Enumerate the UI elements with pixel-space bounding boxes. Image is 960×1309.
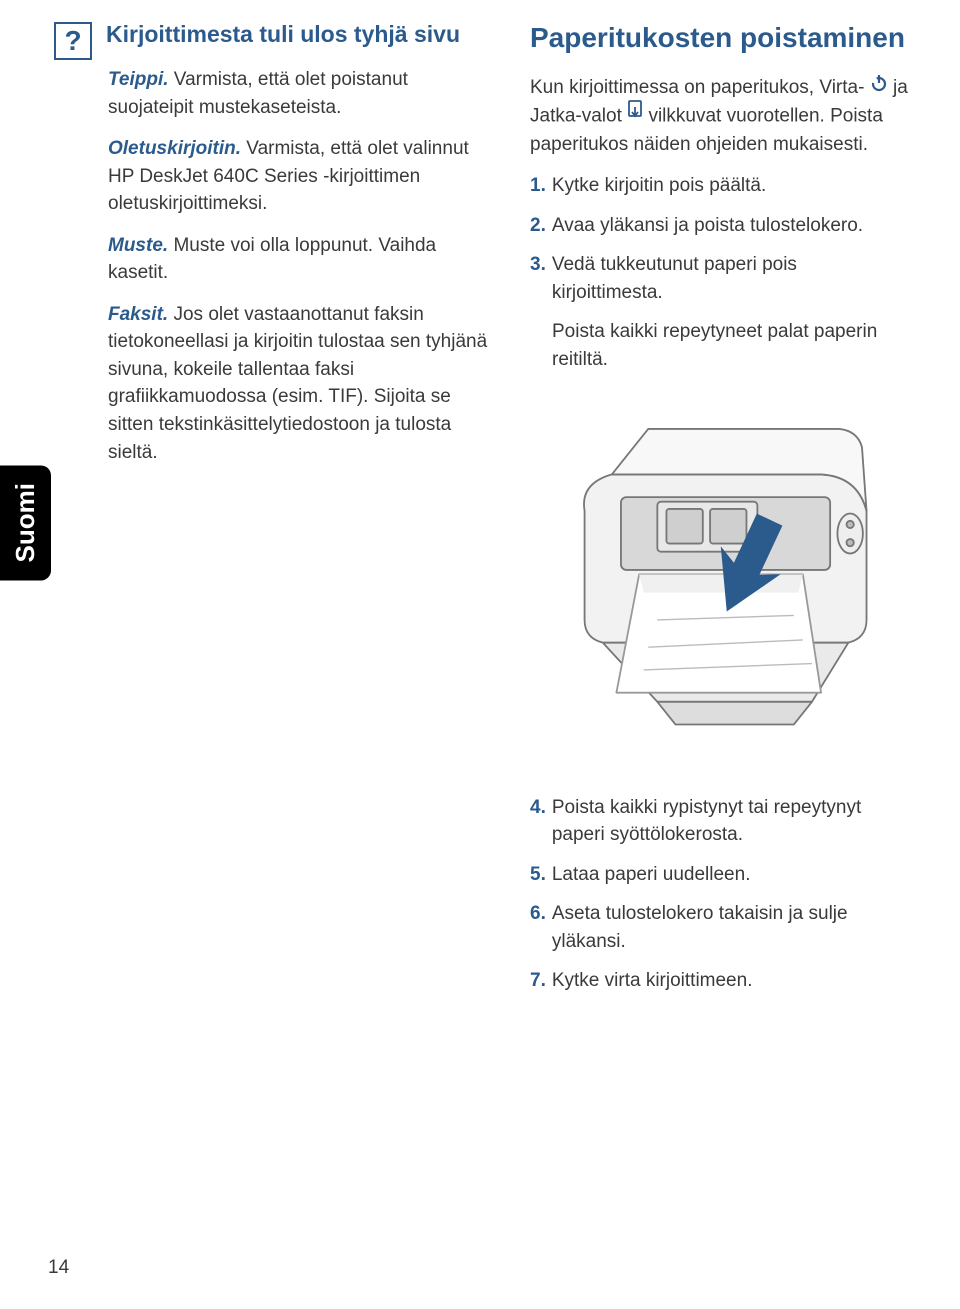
step-number: 6. xyxy=(530,900,546,955)
tip-heading: ? Kirjoittimesta tuli ulos tyhjä sivu xyxy=(108,20,490,58)
intro-text-1: Kun kirjoittimessa on paperitukos, Virta… xyxy=(530,77,870,98)
two-column-layout: ? Kirjoittimesta tuli ulos tyhjä sivu Te… xyxy=(48,20,912,1007)
question-icon: ? xyxy=(54,22,92,60)
resume-icon xyxy=(627,100,643,129)
step-subtext: Poista kaikki repeytyneet palat paperin … xyxy=(530,318,912,373)
term: Teippi. xyxy=(108,69,169,90)
page-number: 14 xyxy=(48,1257,69,1279)
step-text: Aseta tulostelokero takaisin ja sulje yl… xyxy=(552,900,912,955)
printer-illustration xyxy=(530,394,912,764)
step-text: Poista kaikki rypistynyt tai repeytynyt … xyxy=(552,794,912,849)
paragraph: Muste. Muste voi olla loppunut. Vaihda k… xyxy=(108,232,490,287)
step-item: 4. Poista kaikki rypistynyt tai repeytyn… xyxy=(530,794,912,849)
term: Faksit. xyxy=(108,304,168,325)
step-text: Avaa yläkansi ja poista tulostelokero. xyxy=(552,212,912,240)
tip-title: Kirjoittimesta tuli ulos tyhjä sivu xyxy=(106,20,460,50)
term: Oletuskirjoitin. xyxy=(108,138,241,159)
step-text: Vedä tukkeutunut paperi pois kirjoittime… xyxy=(552,251,912,306)
right-column: Paperitukosten poistaminen Kun kirjoitti… xyxy=(530,20,912,1007)
intro-paragraph: Kun kirjoittimessa on paperitukos, Virta… xyxy=(530,74,912,158)
step-text: Lataa paperi uudelleen. xyxy=(552,861,912,889)
section-title: Paperitukosten poistaminen xyxy=(530,20,912,56)
step-item: 1. Kytke kirjoitin pois päältä. xyxy=(530,172,912,200)
step-item: 2. Avaa yläkansi ja poista tulostelokero… xyxy=(530,212,912,240)
paragraph: Oletuskirjoitin. Varmista, että olet val… xyxy=(108,135,490,218)
document-page: Suomi ? Kirjoittimesta tuli ulos tyhjä s… xyxy=(0,0,960,1309)
step-text: Kytke kirjoitin pois päältä. xyxy=(552,172,912,200)
step-text: Poista kaikki repeytyneet palat paperin … xyxy=(552,318,912,373)
step-number: 7. xyxy=(530,967,546,995)
term: Muste. xyxy=(108,235,168,256)
tip-paragraph-block: Teippi. Varmista, että olet poistanut su… xyxy=(108,66,490,466)
step-number: 4. xyxy=(530,794,546,849)
step-number: 1. xyxy=(530,172,546,200)
paragraph: Faksit. Jos olet vastaanottanut faksin t… xyxy=(108,301,490,466)
step-number: 5. xyxy=(530,861,546,889)
step-item: 3. Vedä tukkeutunut paperi pois kirjoitt… xyxy=(530,251,912,306)
step-text: Kytke virta kirjoittimeen. xyxy=(552,967,912,995)
step-number: 3. xyxy=(530,251,546,306)
step-item: 6. Aseta tulostelokero takaisin ja sulje… xyxy=(530,900,912,955)
paragraph-text: Jos olet vastaanottanut faksin tietokone… xyxy=(108,304,487,463)
language-tab: Suomi xyxy=(0,465,51,580)
left-column: ? Kirjoittimesta tuli ulos tyhjä sivu Te… xyxy=(48,20,490,1007)
paragraph: Teippi. Varmista, että olet poistanut su… xyxy=(108,66,490,121)
step-number: 2. xyxy=(530,212,546,240)
step-item: 7. Kytke virta kirjoittimeen. xyxy=(530,967,912,995)
step-item: 5. Lataa paperi uudelleen. xyxy=(530,861,912,889)
power-icon xyxy=(870,73,888,101)
